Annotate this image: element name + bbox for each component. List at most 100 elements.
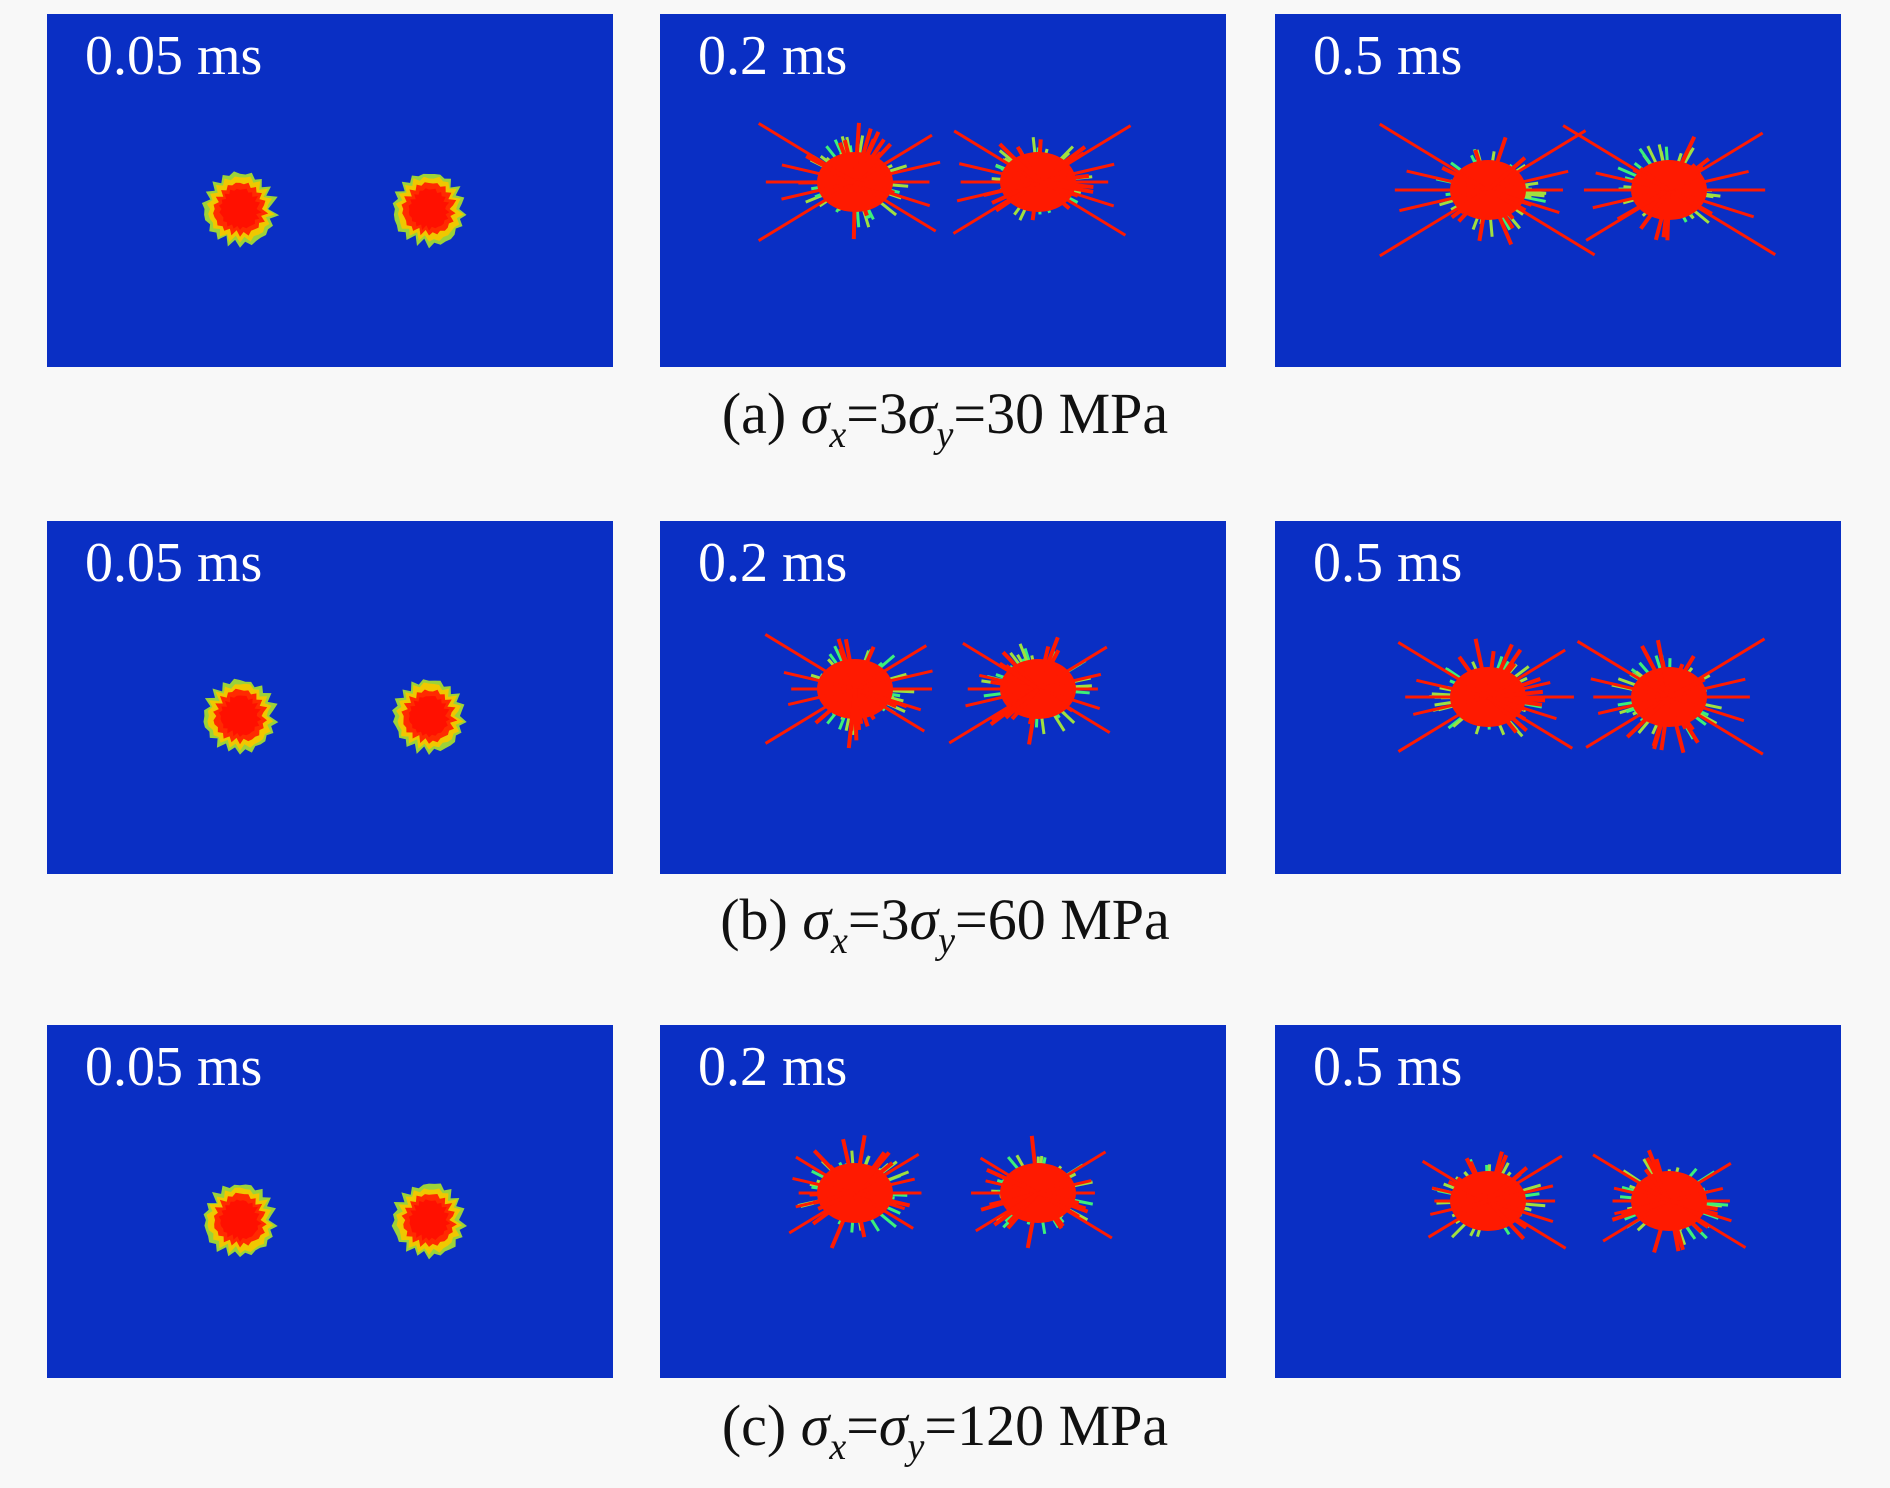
crack [1661, 189, 1671, 238]
crack [1027, 688, 1040, 745]
crack [854, 133, 933, 184]
crack [1457, 655, 1490, 699]
crack [1456, 1176, 1490, 1203]
simulation-panel: 0.05 ms [47, 14, 613, 367]
simulation-panel: 0.5 ms [1275, 14, 1841, 367]
crack [1412, 695, 1489, 716]
crack [1667, 163, 1697, 192]
crack [1651, 696, 1671, 747]
crack [1468, 1161, 1490, 1202]
crack [1668, 1162, 1732, 1203]
caption: (c) σx=σy=120 MPa [0, 1392, 1890, 1466]
crack [764, 633, 856, 691]
crack [1486, 695, 1527, 721]
damage-zone [219, 188, 262, 230]
crack [1668, 695, 1745, 723]
crack [1431, 1186, 1489, 1203]
crack [854, 644, 928, 691]
crack [1397, 695, 1489, 753]
crack [787, 687, 856, 707]
simulation-image [203, 1183, 467, 1260]
crack [829, 1192, 857, 1249]
crack [1667, 1199, 1703, 1234]
crack [1667, 695, 1700, 744]
subscript-text: y [907, 1426, 925, 1468]
crack [805, 154, 856, 184]
crack [993, 1191, 1040, 1227]
time-label: 0.2 ms [698, 532, 848, 594]
simulation-panel: 0.2 ms [660, 14, 1226, 367]
subscript: x [831, 920, 848, 962]
crack [854, 160, 941, 184]
subscript: y [908, 1426, 925, 1468]
time-label: 0.2 ms [698, 1036, 848, 1098]
crack [1667, 655, 1696, 699]
crack [781, 180, 856, 201]
crack [1668, 677, 1706, 699]
crack [1592, 188, 1670, 210]
crack [1639, 188, 1671, 230]
crack [811, 1191, 857, 1226]
crack [1487, 188, 1533, 207]
simulation-image [1397, 637, 1766, 756]
simulation-panel: 0.05 ms [47, 1025, 613, 1378]
crack [1602, 1199, 1670, 1243]
crack [953, 129, 1039, 184]
crack [853, 122, 861, 183]
simulation-panel: 0.5 ms [1275, 521, 1841, 874]
time-label: 0.2 ms [698, 25, 848, 87]
crack [995, 180, 1040, 213]
simulation-image [1421, 1149, 1747, 1253]
subscript-text: x [829, 414, 847, 456]
crack [1645, 1156, 1671, 1202]
crack [853, 127, 873, 183]
time-label: 0.5 ms [1313, 25, 1463, 87]
crack [1025, 1192, 1040, 1249]
simulation-image [203, 678, 467, 755]
crack [783, 670, 856, 691]
crack [1620, 1199, 1670, 1216]
crack [1668, 695, 1764, 756]
crack [1036, 645, 1051, 690]
crack [1667, 1200, 1681, 1252]
subscript-text: y [938, 920, 956, 962]
crack [853, 688, 859, 741]
crack [986, 1168, 1039, 1195]
crack [781, 163, 856, 184]
crack [998, 661, 1040, 691]
crack [1036, 151, 1086, 184]
symbol: σ [802, 887, 831, 952]
caption-label: (b) [720, 887, 788, 952]
subscript: y [937, 414, 954, 456]
crack [958, 162, 1039, 184]
crack [853, 1151, 886, 1195]
crack [853, 1135, 867, 1194]
crack [828, 1164, 857, 1195]
time-label: 0.5 ms [1313, 532, 1463, 594]
crack [1037, 180, 1094, 189]
crack [989, 687, 1040, 726]
crack [1486, 1199, 1520, 1221]
crack [1036, 139, 1043, 183]
crack [1486, 136, 1508, 191]
crack [1473, 638, 1490, 698]
symbol: σ [909, 887, 939, 952]
crack [1477, 189, 1490, 242]
crack [1473, 149, 1490, 191]
crack [1487, 689, 1544, 699]
crack [1036, 180, 1071, 210]
crack [854, 180, 937, 233]
subscript-text: x [830, 920, 848, 962]
crack [1378, 122, 1489, 192]
crack [1037, 1150, 1107, 1195]
crack [1441, 166, 1489, 192]
crack [1590, 677, 1670, 699]
crack [1029, 1135, 1040, 1194]
formula-text: =3 [846, 381, 908, 446]
time-label: 0.05 ms [85, 1036, 263, 1098]
crack [1036, 687, 1074, 713]
crack [980, 1191, 1039, 1212]
crack [1037, 1191, 1080, 1206]
caption-label: (a) [721, 381, 787, 446]
crack [853, 1192, 867, 1238]
